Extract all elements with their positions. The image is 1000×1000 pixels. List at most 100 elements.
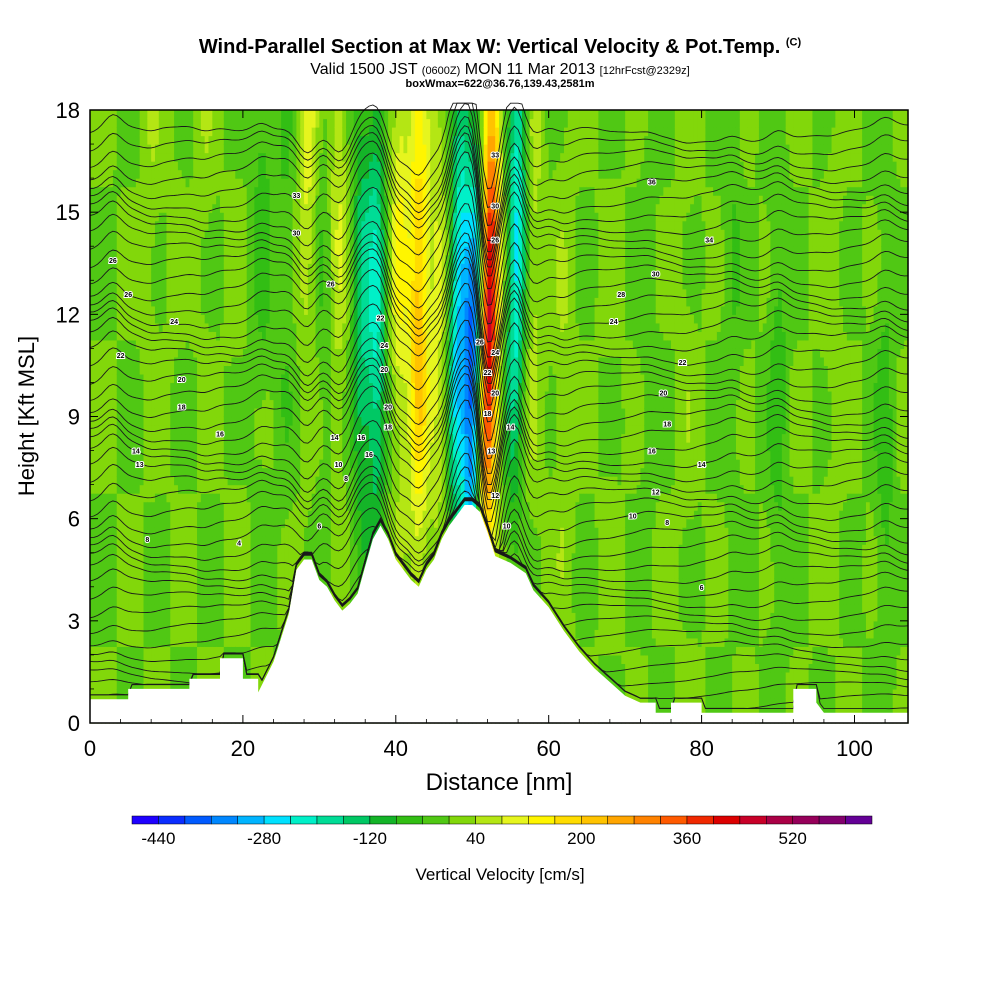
w-cell <box>212 323 216 332</box>
w-cell <box>193 570 197 579</box>
w-cell <box>205 536 209 545</box>
w-cell <box>216 646 220 655</box>
w-cell <box>235 374 239 383</box>
w-cell <box>166 399 170 408</box>
w-cell <box>94 153 98 162</box>
w-cell <box>193 382 197 391</box>
w-cell <box>220 297 224 306</box>
w-cell <box>220 110 224 119</box>
w-cell <box>136 638 140 647</box>
w-cell <box>197 382 201 391</box>
w-cell <box>94 382 98 391</box>
w-cell <box>212 629 216 638</box>
w-cell <box>163 170 167 179</box>
w-cell <box>228 374 232 383</box>
w-cell <box>166 263 170 272</box>
w-cell <box>109 119 113 128</box>
w-cell <box>182 272 186 281</box>
w-cell <box>186 136 190 145</box>
w-cell <box>209 425 213 434</box>
w-cell <box>166 663 170 672</box>
w-cell <box>235 229 239 238</box>
w-cell <box>189 493 193 502</box>
w-cell <box>132 621 136 630</box>
w-cell <box>147 374 151 383</box>
w-cell <box>178 451 182 460</box>
w-cell <box>98 153 102 162</box>
w-cell <box>182 587 186 596</box>
w-cell <box>155 127 159 136</box>
w-cell <box>151 451 155 460</box>
w-cell <box>193 553 197 562</box>
w-cell <box>151 519 155 528</box>
w-cell <box>201 408 205 417</box>
w-cell <box>212 212 216 221</box>
w-cell <box>174 425 178 434</box>
w-cell <box>151 144 155 153</box>
w-cell <box>186 561 190 570</box>
w-cell <box>128 110 132 119</box>
w-cell <box>147 272 151 281</box>
w-cell <box>235 340 239 349</box>
w-cell <box>140 595 144 604</box>
w-cell <box>105 195 109 204</box>
w-cell <box>159 570 163 579</box>
w-cell <box>121 578 125 587</box>
w-cell <box>128 621 132 630</box>
w-cell <box>182 357 186 366</box>
w-cell <box>182 425 186 434</box>
w-cell <box>101 663 105 672</box>
w-cell <box>239 553 243 562</box>
w-cell <box>128 382 132 391</box>
w-cell <box>155 221 159 230</box>
w-cell <box>166 502 170 511</box>
w-cell <box>170 221 174 230</box>
w-cell <box>136 119 140 128</box>
w-cell <box>201 621 205 630</box>
w-cell <box>197 280 201 289</box>
w-cell <box>170 110 174 119</box>
w-cell <box>163 612 167 621</box>
w-cell <box>228 331 232 340</box>
w-cell <box>159 136 163 145</box>
w-cell <box>178 570 182 579</box>
w-cell <box>170 468 174 477</box>
w-cell <box>109 280 113 289</box>
w-cell <box>212 527 216 536</box>
w-cell <box>189 485 193 494</box>
w-cell <box>231 263 235 272</box>
w-cell <box>144 144 148 153</box>
w-cell <box>151 544 155 553</box>
w-cell <box>136 570 140 579</box>
w-cell <box>235 323 239 332</box>
w-cell <box>205 263 209 272</box>
w-cell <box>205 161 209 170</box>
w-cell <box>159 382 163 391</box>
w-cell <box>151 527 155 536</box>
w-cell <box>235 570 239 579</box>
w-cell <box>224 212 228 221</box>
w-cell <box>124 161 128 170</box>
w-cell <box>228 289 232 298</box>
w-cell <box>163 408 167 417</box>
w-cell <box>216 348 220 357</box>
w-cell <box>182 280 186 289</box>
w-cell <box>216 527 220 536</box>
w-cell <box>228 119 232 128</box>
w-cell <box>189 476 193 485</box>
w-cell <box>109 451 113 460</box>
w-cell <box>147 655 151 664</box>
w-cell <box>224 331 228 340</box>
w-cell <box>174 263 178 272</box>
w-cell <box>128 399 132 408</box>
w-cell <box>174 119 178 128</box>
w-cell <box>132 331 136 340</box>
w-cell <box>201 297 205 306</box>
w-cell <box>166 425 170 434</box>
w-cell <box>128 127 132 136</box>
w-cell <box>178 306 182 315</box>
w-cell <box>144 110 148 119</box>
w-cell <box>140 417 144 426</box>
w-cell <box>163 246 167 255</box>
w-cell <box>140 289 144 298</box>
